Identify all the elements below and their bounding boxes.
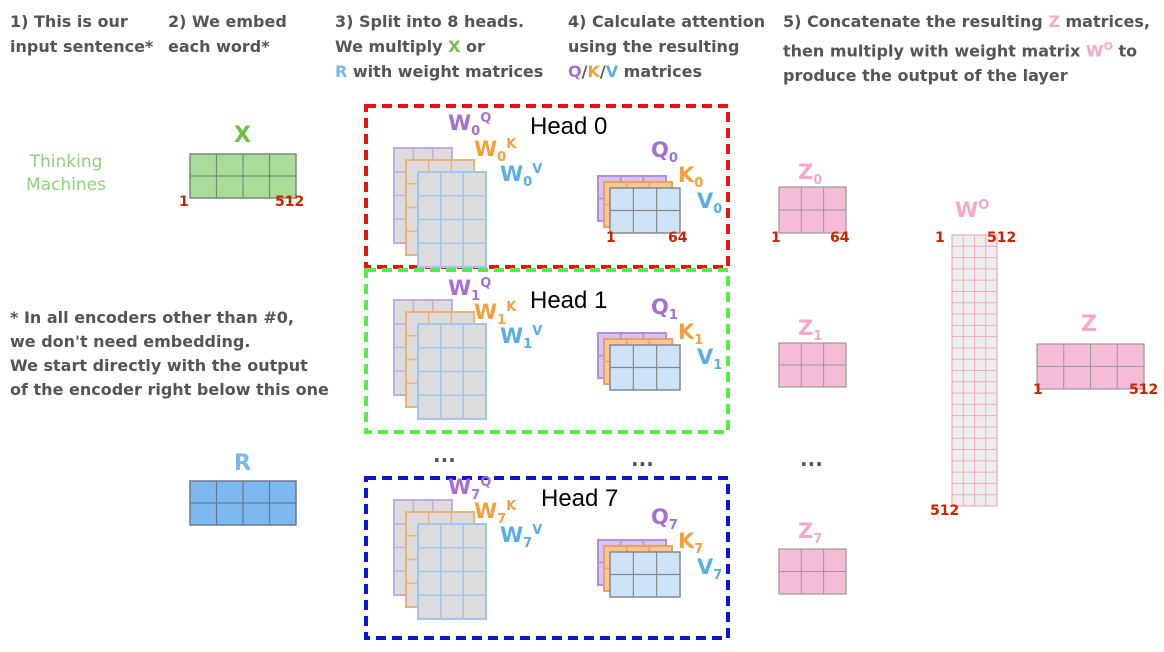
r-matrix-label: R — [234, 451, 251, 476]
step-4-line-2: using the resulting — [568, 37, 740, 56]
head-0-wv-matrix — [417, 171, 487, 268]
r-matrix — [189, 480, 297, 526]
x-matrix-label: X — [234, 123, 251, 148]
head-0-qkv-dim-start: 1 — [606, 230, 616, 246]
head-7-title: Head 7 — [541, 485, 619, 512]
footnote-line-1: * In all encoders other than #0, — [10, 308, 294, 327]
head-0-wq-label: W0Q — [448, 111, 492, 140]
head-1-v-matrix — [609, 344, 681, 391]
input-sentence: Thinking Machines — [26, 151, 106, 197]
z0-dim-end: 64 — [830, 230, 850, 246]
head-0-wk-label: W0K — [474, 137, 517, 166]
ellipsis-z: ... — [800, 447, 823, 471]
step-3-caption: 3) Split into 8 heads. We multiply X or … — [335, 9, 543, 84]
wo-dim-bottom: 512 — [930, 503, 960, 519]
wo-label: WO — [955, 198, 990, 222]
z1-label: Z1 — [798, 316, 823, 345]
z-output-label: Z — [1081, 312, 1097, 337]
wo-dim-end: 512 — [987, 230, 1017, 246]
head-1-v-label: V1 — [697, 345, 723, 374]
head-1-wv-matrix — [417, 323, 487, 420]
footnote-line-3: We start directly with the output — [10, 356, 308, 375]
word-thinking: Thinking — [29, 152, 103, 172]
head-1-wq-label: W1Q — [448, 276, 492, 305]
head-7-wk-label: W7K — [474, 499, 517, 528]
head-1-wv-label: W1V — [500, 324, 543, 353]
z7-matrix — [778, 548, 847, 595]
step-1-caption: 1) This is our input sentence* — [10, 9, 153, 59]
head-0-qkv-dim-end: 64 — [668, 230, 688, 246]
head-0-box — [364, 104, 730, 269]
wo-matrix — [951, 234, 998, 507]
head-1-q-label: Q1 — [651, 295, 678, 324]
ellipsis-weights: ... — [433, 443, 456, 467]
step-5-line-2: then multiply with weight matrix WO to — [783, 40, 1138, 61]
step-4-line-3: Q/K/V matrices — [568, 62, 703, 81]
step-2-line-2: each word* — [168, 37, 270, 56]
head-0-v-matrix — [609, 187, 681, 234]
step-5-caption: 5) Concatenate the resulting Z matrices,… — [783, 9, 1150, 88]
head-0-wv-label: W0V — [500, 162, 543, 191]
step-4-line-1: 4) Calculate attention — [568, 12, 766, 31]
head-7-wq-label: W7Q — [448, 475, 492, 504]
step-5-line-1: 5) Concatenate the resulting Z matrices, — [783, 12, 1150, 31]
head-1-k-label: K1 — [678, 320, 704, 349]
step-4-caption: 4) Calculate attention using the resulti… — [568, 9, 765, 84]
head-1-box — [364, 268, 730, 434]
step-3-line-2: We multiply X or — [335, 37, 485, 56]
head-7-v-matrix — [609, 551, 681, 598]
z0-dim-start: 1 — [771, 230, 781, 246]
x-dim-start: 1 — [179, 194, 189, 210]
step-2-line-1: 2) We embed — [168, 12, 287, 31]
head-1-wk-label: W1K — [474, 300, 517, 329]
step-1-line-1: 1) This is our — [10, 12, 128, 31]
footnote-line-2: we don't need embedding. — [10, 332, 251, 351]
step-3-line-1: 3) Split into 8 heads. — [335, 12, 525, 31]
step-5-line-3: produce the output of the layer — [783, 66, 1068, 86]
ellipsis-qkv: ... — [631, 447, 654, 471]
head-0-q-label: Q0 — [651, 138, 678, 167]
wo-dim-start: 1 — [935, 230, 945, 246]
head-7-v-label: V7 — [697, 555, 723, 584]
z-output-dim-end: 512 — [1129, 382, 1159, 398]
x-dim-end: 512 — [275, 194, 305, 210]
head-7-k-label: K7 — [678, 529, 704, 558]
footnote-line-4: of the encoder right below this one — [10, 380, 329, 399]
head-7-wv-matrix — [417, 523, 487, 620]
step-3-line-3: R with weight matrices — [335, 62, 544, 81]
step-2-caption: 2) We embed each word* — [168, 9, 287, 59]
z7-label: Z7 — [798, 519, 823, 548]
z-output-matrix — [1036, 343, 1145, 390]
head-1-title: Head 1 — [530, 287, 608, 314]
z0-matrix — [778, 186, 847, 234]
encoder-footnote: * In all encoders other than #0, we don'… — [10, 306, 329, 402]
z-output-dim-start: 1 — [1033, 382, 1043, 398]
head-0-k-label: K0 — [678, 163, 704, 192]
word-machines: Machines — [26, 175, 107, 195]
head-0-v-label: V0 — [697, 189, 723, 218]
head-7-box — [364, 476, 730, 640]
x-matrix — [189, 153, 297, 199]
z0-label: Z0 — [798, 160, 823, 189]
head-7-q-label: Q7 — [651, 505, 678, 534]
z1-matrix — [778, 342, 847, 388]
head-0-title: Head 0 — [530, 113, 608, 140]
step-1-line-2: input sentence* — [10, 37, 154, 56]
head-7-wv-label: W7V — [500, 523, 543, 552]
